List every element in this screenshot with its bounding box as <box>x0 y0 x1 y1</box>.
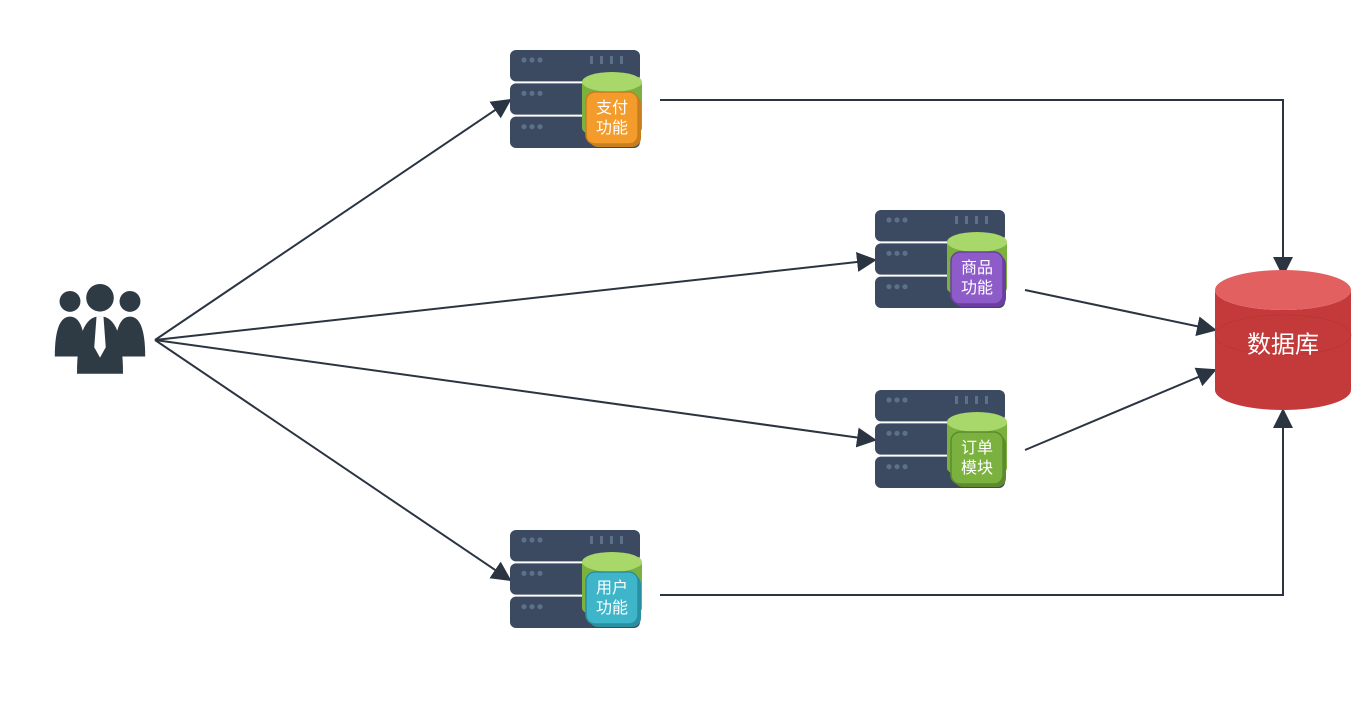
service-node-user: 用户功能 <box>510 530 642 628</box>
service-label-product-line2: 功能 <box>961 279 993 297</box>
database-node: 数据库 <box>1215 270 1351 410</box>
service-node-product: 商品功能 <box>875 210 1007 308</box>
database-label: 数据库 <box>1247 331 1319 358</box>
edge-order-to-db <box>1025 370 1215 450</box>
service-label-user-line2: 功能 <box>596 599 628 617</box>
service-label-order-line2: 模块 <box>961 459 993 477</box>
architecture-diagram: 支付功能商品功能订单模块用户功能数据库 <box>0 0 1370 701</box>
service-label-order-line1: 订单 <box>961 439 993 457</box>
edge-users-to-user <box>155 340 510 580</box>
edge-users-to-payment <box>155 100 510 340</box>
edge-product-to-db <box>1025 290 1215 330</box>
edge-users-to-product <box>155 260 875 340</box>
service-label-user-line1: 用户 <box>596 579 628 597</box>
service-label-payment-line2: 功能 <box>596 119 628 137</box>
service-node-payment: 支付功能 <box>510 50 642 148</box>
service-node-order: 订单模块 <box>875 390 1007 488</box>
edge-users-to-order <box>155 340 875 440</box>
service-label-product-line1: 商品 <box>961 259 993 277</box>
users-icon <box>55 284 145 374</box>
service-label-payment-line1: 支付 <box>596 99 628 117</box>
